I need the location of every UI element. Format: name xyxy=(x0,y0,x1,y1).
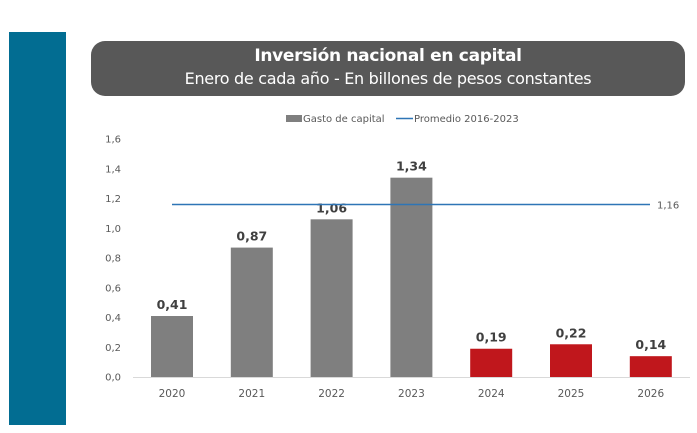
data-label-2025: 0,22 xyxy=(556,325,587,340)
bar-2022 xyxy=(310,219,353,377)
legend-label-gasto: Gasto de capital xyxy=(303,114,385,125)
average-line-label: 1,16 xyxy=(657,200,679,211)
y-axis: 0,0 0,2 0,4 0,6 0,8 1,0 1,2 1,4 1,6 xyxy=(105,135,121,384)
x-tick-label: 2024 xyxy=(478,388,505,400)
y-tick-label: 0,0 xyxy=(105,373,121,384)
x-tick-label: 2025 xyxy=(558,388,585,400)
y-tick-label: 0,6 xyxy=(105,283,121,294)
legend: Gasto de capital Promedio 2016-2023 xyxy=(286,114,519,125)
y-tick-label: 0,8 xyxy=(105,254,121,265)
x-tick-label: 2021 xyxy=(238,388,265,400)
bar-2020 xyxy=(151,316,193,377)
y-tick-label: 0,4 xyxy=(105,313,121,324)
data-label-2021: 0,87 xyxy=(236,229,267,244)
x-tick-label: 2020 xyxy=(159,388,186,400)
x-tick-label: 2023 xyxy=(398,388,425,400)
data-label-2023: 1,34 xyxy=(396,159,427,174)
y-tick-label: 1,6 xyxy=(105,135,121,146)
side-accent-bar xyxy=(9,32,66,425)
data-label-2020: 0,41 xyxy=(157,297,188,312)
y-tick-label: 1,4 xyxy=(105,164,121,175)
bar-2024 xyxy=(470,348,513,377)
chart-title: Inversión nacional en capital xyxy=(254,46,522,66)
x-axis: 2020 2021 2022 2023 2024 2025 2026 xyxy=(159,388,665,400)
x-tick-label: 2022 xyxy=(318,388,345,400)
bars: 0,41 0,87 1,06 1,34 0,19 0,22 0,14 xyxy=(151,159,672,377)
bar-2023 xyxy=(390,177,433,377)
chart-subtitle: Enero de cada año - En billones de pesos… xyxy=(184,69,592,88)
x-tick-label: 2026 xyxy=(637,388,664,400)
chart-title-box: Inversión nacional en capital Enero de c… xyxy=(91,41,685,96)
y-tick-label: 1,2 xyxy=(105,194,121,205)
data-label-2024: 0,19 xyxy=(476,330,507,345)
legend-swatch-gasto xyxy=(286,115,302,122)
bar-2026 xyxy=(629,356,672,377)
y-tick-label: 1,0 xyxy=(105,224,121,235)
legend-label-promedio: Promedio 2016-2023 xyxy=(414,114,519,125)
bar-2021 xyxy=(230,247,273,377)
data-label-2026: 0,14 xyxy=(635,337,666,352)
data-label-2022: 1,06 xyxy=(316,200,347,215)
y-tick-label: 0,2 xyxy=(105,343,121,354)
average-line-group: 1,16 xyxy=(172,200,679,211)
bar-2025 xyxy=(550,344,592,377)
